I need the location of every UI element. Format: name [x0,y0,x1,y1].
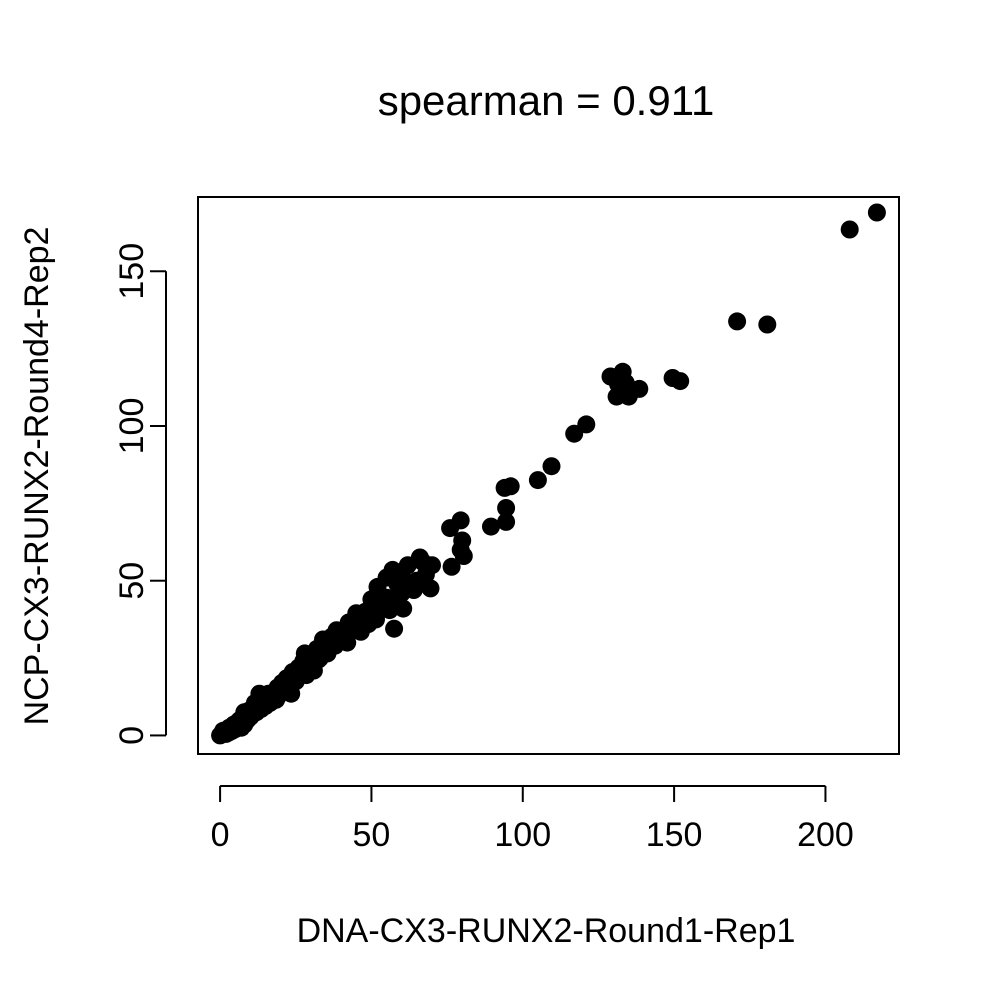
x-tick-label: 50 [353,816,391,854]
data-point [616,373,635,392]
y-tick-label: 0 [113,726,151,745]
data-points [211,203,886,745]
data-point [344,621,363,640]
data-point [497,499,516,517]
data-point [728,312,747,331]
y-tick-label: 150 [113,243,151,300]
y-tick-label: 100 [113,398,151,455]
data-point [501,477,520,496]
data-point [385,619,404,638]
data-point [451,540,470,559]
data-point [407,571,426,590]
data-point [867,203,886,222]
data-point [577,415,596,434]
data-point [451,511,470,530]
chart-title: spearman = 0.911 [378,77,715,124]
x-tick-label: 0 [211,816,230,854]
y-tick-label: 50 [113,562,151,600]
data-point [359,615,378,633]
data-point [542,457,561,476]
x-axis: 0 50 100 150 200 [211,785,854,854]
data-point [758,315,777,334]
x-tick-label: 150 [646,816,703,854]
data-point [380,601,399,620]
y-axis: 0 50 100 150 [113,243,167,745]
data-point [482,517,500,536]
x-axis-label: DNA-CX3-RUNX2-Round1-Rep1 [297,912,796,950]
data-point [671,372,690,391]
plot-frame [197,196,900,755]
data-point [630,379,649,398]
data-point [528,471,547,490]
data-point [840,220,859,239]
data-point [388,574,407,593]
data-point [421,579,440,598]
data-point [497,512,516,531]
y-axis-label: NCP-CX3-RUNX2-Round4-Rep2 [18,227,56,726]
x-tick-label: 100 [494,816,551,854]
x-tick-label: 200 [797,816,854,854]
data-point [442,557,461,576]
data-point [394,599,413,618]
